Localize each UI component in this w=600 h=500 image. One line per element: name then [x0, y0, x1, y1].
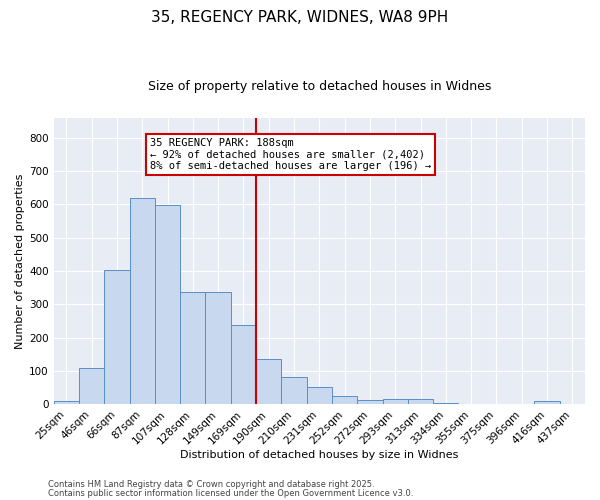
Bar [383, 399, 408, 404]
Bar [332, 396, 357, 404]
Bar [130, 198, 155, 404]
Y-axis label: Number of detached properties: Number of detached properties [15, 174, 25, 348]
Bar [307, 387, 332, 404]
Text: Contains HM Land Registry data © Crown copyright and database right 2025.: Contains HM Land Registry data © Crown c… [48, 480, 374, 489]
Bar [79, 368, 104, 404]
Text: 35 REGENCY PARK: 188sqm
← 92% of detached houses are smaller (2,402)
8% of semi-: 35 REGENCY PARK: 188sqm ← 92% of detache… [150, 138, 431, 171]
Bar [281, 378, 307, 404]
Bar [180, 292, 205, 404]
Bar [205, 292, 231, 404]
Bar [535, 402, 560, 404]
Text: 35, REGENCY PARK, WIDNES, WA8 9PH: 35, REGENCY PARK, WIDNES, WA8 9PH [151, 10, 449, 25]
Title: Size of property relative to detached houses in Widnes: Size of property relative to detached ho… [148, 80, 491, 93]
Bar [256, 359, 281, 404]
Bar [231, 325, 256, 404]
Text: Contains public sector information licensed under the Open Government Licence v3: Contains public sector information licen… [48, 488, 413, 498]
Bar [357, 400, 383, 404]
Bar [433, 403, 458, 404]
Bar [53, 402, 79, 404]
Bar [155, 206, 180, 404]
Bar [104, 270, 130, 404]
X-axis label: Distribution of detached houses by size in Widnes: Distribution of detached houses by size … [180, 450, 458, 460]
Bar [408, 399, 433, 404]
